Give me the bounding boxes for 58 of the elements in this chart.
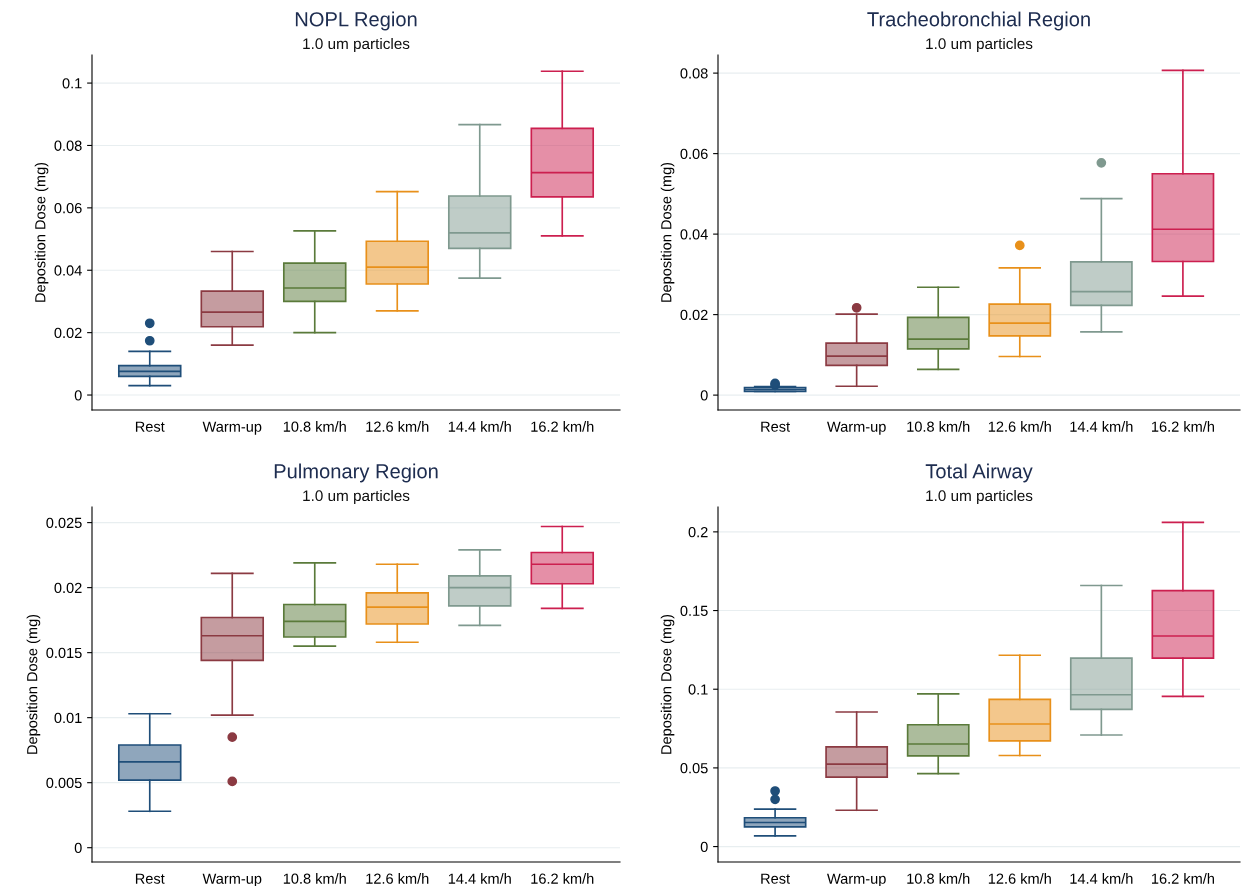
y-tick-label: 0.01 xyxy=(54,712,82,724)
y-tick-label: 0.08 xyxy=(680,68,708,79)
y-tick-label: 0.05 xyxy=(680,763,708,774)
y-tick-label: 0.02 xyxy=(54,327,82,339)
y-axis-title: Deposition Dose (mg) xyxy=(34,162,49,302)
chart-title: Tracheobronchial Region xyxy=(867,11,1090,31)
y-tick-label: 0.02 xyxy=(54,582,82,594)
x-tick-label: Rest xyxy=(761,873,790,884)
y-tick-label: 0.04 xyxy=(54,265,82,276)
x-tick-label: 10.8 km/h xyxy=(907,421,970,432)
x-tick-label: Warm-up xyxy=(202,421,262,435)
x-tick-label: 14.4 km/h xyxy=(448,421,511,432)
x-tick-label: 10.8 km/h xyxy=(283,873,346,884)
x-tick-label: Rest xyxy=(135,421,165,432)
x-tick-label: 10.8 km/h xyxy=(907,873,970,884)
x-tick-label: 12.6 km/h xyxy=(366,873,429,884)
y-axis-title: Deposition Dose (mg) xyxy=(660,162,675,302)
y-tick-label: 0.015 xyxy=(46,647,82,659)
y-tick-label: 0.2 xyxy=(688,526,708,538)
y-tick-label: 0.06 xyxy=(680,148,708,160)
x-tick-label: Rest xyxy=(135,873,165,884)
y-tick-label: 0.06 xyxy=(54,202,82,214)
y-tick-label: 0.1 xyxy=(688,684,708,695)
chart-subtitle: 1.0 um particles xyxy=(303,37,410,53)
x-tick-label: 10.8 km/h xyxy=(283,421,346,432)
chart-title: NOPL Region xyxy=(295,11,417,31)
x-tick-label: 12.6 km/h xyxy=(988,873,1051,884)
x-tick-label: Rest xyxy=(761,421,790,432)
chart-subtitle: 1.0 um particles xyxy=(926,489,1033,505)
x-tick-label: 16.2 km/h xyxy=(1152,873,1214,884)
x-tick-label: 14.4 km/h xyxy=(1070,421,1133,432)
chart-title: Pulmonary Region xyxy=(274,463,438,483)
x-tick-label: Warm-up xyxy=(827,873,886,886)
x-tick-label: 16.2 km/h xyxy=(531,421,594,432)
y-tick-label: 0 xyxy=(700,841,708,853)
y-axis-title: Deposition Dose (mg) xyxy=(660,614,675,754)
y-tick-label: 0 xyxy=(74,390,82,401)
y-tick-label: 0 xyxy=(74,842,82,854)
y-tick-label: 0.025 xyxy=(46,517,82,529)
x-tick-label: 14.4 km/h xyxy=(448,873,511,884)
y-tick-label: 0.02 xyxy=(680,309,708,321)
chart-title: Total Airway xyxy=(925,463,1033,483)
x-tick-label: 16.2 km/h xyxy=(531,873,594,884)
x-tick-label: 12.6 km/h xyxy=(366,421,429,432)
y-tick-label: 0.005 xyxy=(46,777,82,789)
y-tick-label: 0.1 xyxy=(62,78,82,89)
y-tick-label: 0.04 xyxy=(680,229,708,240)
x-tick-label: Warm-up xyxy=(827,421,886,435)
x-tick-label: 16.2 km/h xyxy=(1152,421,1214,432)
x-tick-label: 12.6 km/h xyxy=(988,421,1051,432)
chart-subtitle: 1.0 um particles xyxy=(303,489,410,505)
chart-subtitle: 1.0 um particles xyxy=(926,37,1033,53)
x-tick-label: 14.4 km/h xyxy=(1070,873,1133,884)
x-tick-label: Warm-up xyxy=(202,873,262,886)
y-tick-label: 0.15 xyxy=(680,605,708,616)
y-tick-label: 0.08 xyxy=(54,140,82,151)
y-tick-label: 0 xyxy=(700,390,708,401)
y-axis-title: Deposition Dose (mg) xyxy=(26,614,41,754)
